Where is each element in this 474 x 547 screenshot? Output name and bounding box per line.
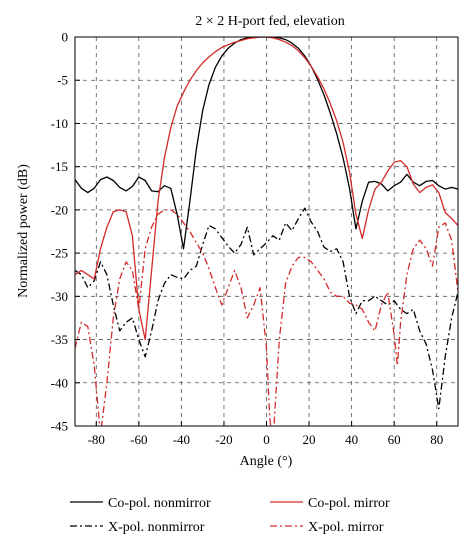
y-tick-label: -40 [51, 375, 68, 390]
legend-label: Co-pol. nonmirror [108, 496, 211, 511]
y-tick-label: 0 [62, 30, 69, 45]
series-line-x-pol-nonmirror [75, 207, 458, 410]
y-tick-label: -35 [51, 332, 68, 347]
y-tick-label: -30 [51, 289, 68, 304]
x-tick-label: 40 [345, 432, 358, 447]
x-tick-label: 60 [388, 432, 401, 447]
series-line-co-pol-mirror [75, 37, 458, 341]
y-tick-label: -5 [57, 73, 68, 88]
y-tick-label: -10 [51, 116, 68, 131]
series-line-co-pol-nonmirror [75, 37, 458, 250]
legend-label: Co-pol. mirror [308, 496, 390, 511]
series-lines [75, 37, 458, 426]
x-tick-label: 0 [263, 432, 270, 447]
x-tick-label: -80 [88, 432, 105, 447]
x-tick-label: 80 [430, 432, 443, 447]
legend-label: X-pol. nonmirror [108, 520, 205, 535]
x-tick-label: -20 [215, 432, 232, 447]
x-axis-title: Angle (°) [240, 454, 293, 469]
x-tick-label: -60 [130, 432, 147, 447]
y-tick-label: -25 [51, 246, 68, 261]
axis-ticks: -80 -60 -40 -20 0 20 40 60 80 0 -5 -10 -15 -20 -25 -30 -… [51, 30, 444, 448]
x-tick-label: -40 [173, 432, 190, 447]
chart-title: 2 × 2 H-port fed, elevation [195, 14, 344, 29]
y-axis-title: Normalized power (dB) [16, 164, 31, 298]
y-tick-label: -15 [51, 159, 68, 174]
x-tick-label: 20 [303, 432, 316, 447]
legend-label: X-pol. mirror [308, 520, 384, 535]
y-tick-label: -45 [51, 419, 68, 434]
grid-lines [75, 36, 458, 427]
legend: Co-pol. nonmirror Co-pol. mirror X-pol. no… [70, 496, 390, 535]
y-tick-label: -20 [51, 202, 68, 217]
